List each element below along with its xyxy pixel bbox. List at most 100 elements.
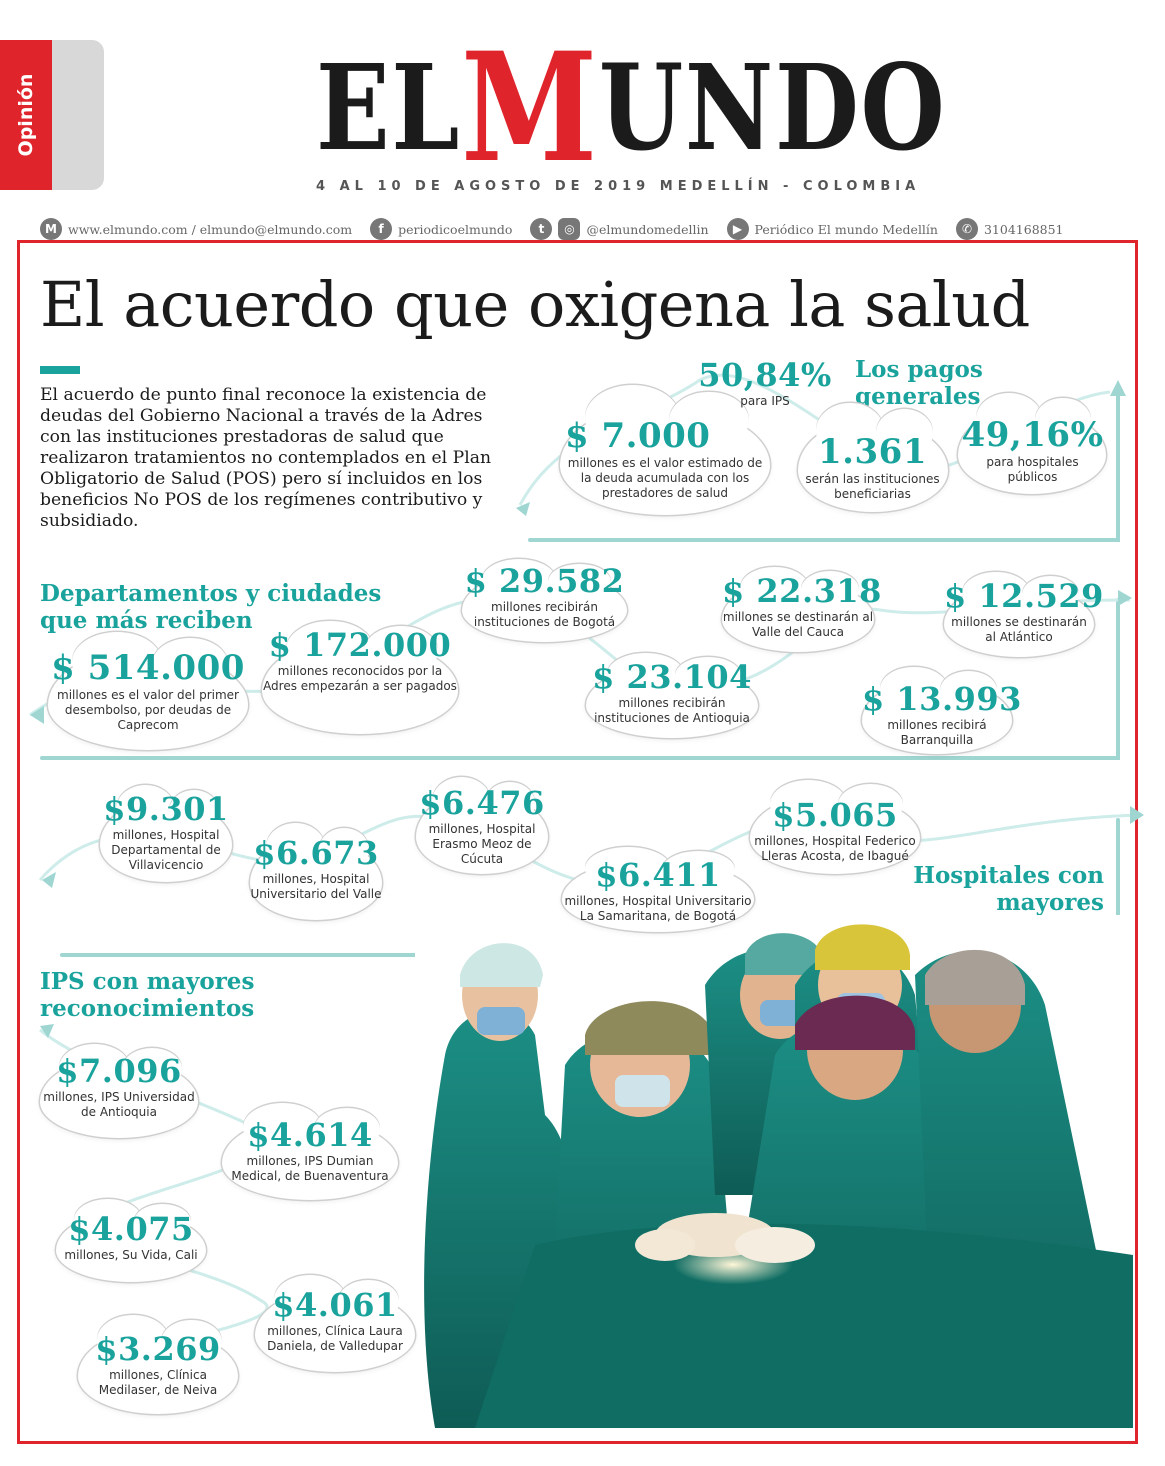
stat-value: 50,84% — [698, 356, 832, 394]
stat-value: $ 514.000 — [51, 648, 245, 688]
cloud — [416, 777, 548, 874]
stat-desc: millones recibirá Barranquilla — [887, 718, 987, 747]
stat-value: $5.065 — [772, 796, 898, 834]
stat-hospital-villavicencio: $9.301 millones, Hospital Departamental … — [100, 790, 232, 873]
stat-depto-antioquia: $ 23.104 millones recibirán institucione… — [586, 658, 758, 726]
stat-ips-medilaser: $3.269 millones, Clínica Medilaser, de N… — [78, 1330, 238, 1398]
surgery-photo — [415, 915, 1133, 1428]
article-frame — [17, 240, 1138, 1444]
stat-desc: millones, Hospital Universitario del Val… — [250, 872, 382, 901]
stat-desc: serán las instituciones beneficiarias — [805, 472, 940, 501]
cloud — [944, 572, 1094, 657]
stat-depto-barranquilla: $ 13.993 millones recibirá Barranquilla — [862, 680, 1022, 748]
cloud — [250, 823, 382, 920]
stat-value: $6.673 — [253, 834, 379, 872]
cloud — [78, 1314, 238, 1414]
stat-hospital-cucuta: $6.476 millones, Hospital Erasmo Meoz de… — [416, 784, 548, 867]
stat-depto-atlantico: $ 12.529 millones se destinarán al Atlán… — [944, 577, 1104, 645]
cloud — [722, 567, 874, 652]
stat-desc: millones, Clínica Medilaser, de Neiva — [98, 1368, 218, 1397]
stat-pagos-deuda: $ 7.000 millones es el valor estimado de… — [565, 416, 765, 501]
stat-ips-suvida: $4.075 millones, Su Vida, Cali — [56, 1210, 206, 1263]
stat-ips-udea: $7.096 millones, IPS Universidad de Anti… — [40, 1052, 198, 1120]
headline: El acuerdo que oxigena la salud — [40, 268, 1030, 341]
stat-desc: millones, Hospital Universitario La Sama… — [564, 894, 752, 923]
cloud — [262, 620, 458, 734]
cloud — [560, 385, 770, 515]
section-tab: Opinión — [0, 40, 104, 190]
contact-youtube[interactable]: Periódico El mundo Medellín — [754, 221, 938, 237]
stat-pagos-instituciones: 1.361 serán las instituciones beneficiar… — [800, 432, 945, 502]
stat-hospital-valle: $6.673 millones, Hospital Universitario … — [250, 834, 382, 902]
stat-desc: millones es el valor estimado de la deud… — [567, 456, 763, 500]
logo-part-el: EL — [316, 38, 462, 177]
stat-value: $ 12.529 — [944, 577, 1104, 615]
dateline: 4 AL 10 DE AGOSTO DE 2019 MEDELLÍN - COL… — [316, 179, 921, 194]
logo-part-undo: UNDO — [598, 38, 947, 177]
cloud — [750, 779, 920, 874]
stat-hospital-ibague: $5.065 millones, Hospital Federico Llera… — [750, 796, 920, 864]
stat-value: 1.361 — [818, 432, 927, 472]
stat-value: $6.411 — [595, 856, 721, 894]
section-title-departamentos: Departamentos y ciudades que más reciben — [40, 580, 382, 634]
cloud — [255, 1275, 415, 1372]
stat-desc: para hospitales públicos — [986, 455, 1079, 484]
cloud — [586, 653, 758, 738]
elmundo-m-icon: M — [40, 218, 62, 240]
stat-value: $ 23.104 — [592, 658, 752, 696]
cloud — [100, 785, 232, 882]
stat-depto-valle: $ 22.318 millones se destinarán al Valle… — [722, 572, 882, 640]
stat-pagos-hospitales: 49,16% para hospitales públicos — [960, 415, 1105, 485]
instagram-icon: ◎ — [558, 218, 581, 240]
cloud — [56, 1199, 206, 1282]
intro-paragraph: El acuerdo de punto final reconoce la ex… — [40, 385, 492, 531]
stat-pagos-ips: 50,84% para IPS — [690, 356, 840, 409]
stat-desc: millones recibirán instituciones de Bogo… — [473, 600, 616, 629]
stat-desc: para IPS — [740, 394, 790, 408]
contact-social[interactable]: @elmundomedellin — [586, 221, 709, 237]
stat-desc: millones es el valor del primer desembol… — [57, 688, 239, 732]
stat-ips-laura-daniela: $4.061 millones, Clínica Laura Daniela, … — [255, 1286, 415, 1354]
stat-value: $ 7.000 — [565, 416, 711, 456]
youtube-icon: ▶ — [726, 218, 749, 240]
stat-value: $6.476 — [419, 784, 545, 822]
stat-desc: millones, Su Vida, Cali — [64, 1248, 198, 1262]
whatsapp-icon: ✆ — [955, 218, 978, 240]
stat-value: $9.301 — [103, 790, 229, 828]
cloud — [562, 847, 754, 932]
stat-desc: millones, Hospital Erasmo Meoz de Cúcuta — [428, 822, 536, 866]
cloud — [48, 632, 248, 750]
section-title-ips: IPS con mayores reconocimientos — [40, 968, 255, 1022]
contact-web[interactable]: www.elmundo.com / elmundo@elmundo.com — [68, 221, 353, 237]
logo-part-m: M — [461, 20, 599, 196]
stat-depto-caprecom: $ 514.000 millones es el valor del prime… — [48, 648, 248, 733]
stat-desc: millones, IPS Universidad de Antioquia — [43, 1090, 195, 1119]
facebook-icon: f — [370, 218, 393, 240]
cloud — [862, 666, 1012, 754]
section-title-pagos: Los pagos generales — [855, 356, 983, 410]
cloud — [958, 392, 1106, 494]
stat-value: $4.075 — [68, 1210, 194, 1248]
stat-desc: millones se destinarán al Atlántico — [951, 615, 1087, 644]
stat-ips-dumian: $4.614 millones, IPS Dumian Medical, de … — [222, 1116, 398, 1184]
contact-strip: M www.elmundo.com / elmundo@elmundo.com … — [40, 216, 1130, 242]
stat-value: $ 172.000 — [268, 626, 452, 664]
stat-value: $7.096 — [56, 1052, 182, 1090]
cloud — [798, 403, 948, 512]
stat-value: $ 13.993 — [862, 680, 1022, 718]
contact-facebook[interactable]: periodicoelmundo — [398, 221, 513, 237]
stat-value: $ 29.582 — [464, 562, 625, 600]
stat-desc: millones, Hospital Departamental de Vill… — [111, 828, 221, 872]
stat-value: $4.614 — [247, 1116, 373, 1154]
stat-value: $3.269 — [95, 1330, 221, 1368]
cloud — [222, 1103, 398, 1200]
stat-value: 49,16% — [961, 415, 1104, 455]
contact-whatsapp[interactable]: 3104168851 — [983, 221, 1064, 237]
masthead-logo: EL M UNDO — [316, 20, 945, 196]
stat-depto-bogota: $ 29.582 millones recibirán institucione… — [462, 562, 627, 630]
stat-desc: millones, Hospital Federico Lleras Acost… — [754, 834, 916, 863]
twitter-icon: t — [530, 218, 553, 240]
stat-value: $ 22.318 — [722, 572, 882, 610]
stat-value: $4.061 — [272, 1286, 398, 1324]
stat-desc: millones, Clínica Laura Daniela, de Vall… — [267, 1324, 403, 1353]
